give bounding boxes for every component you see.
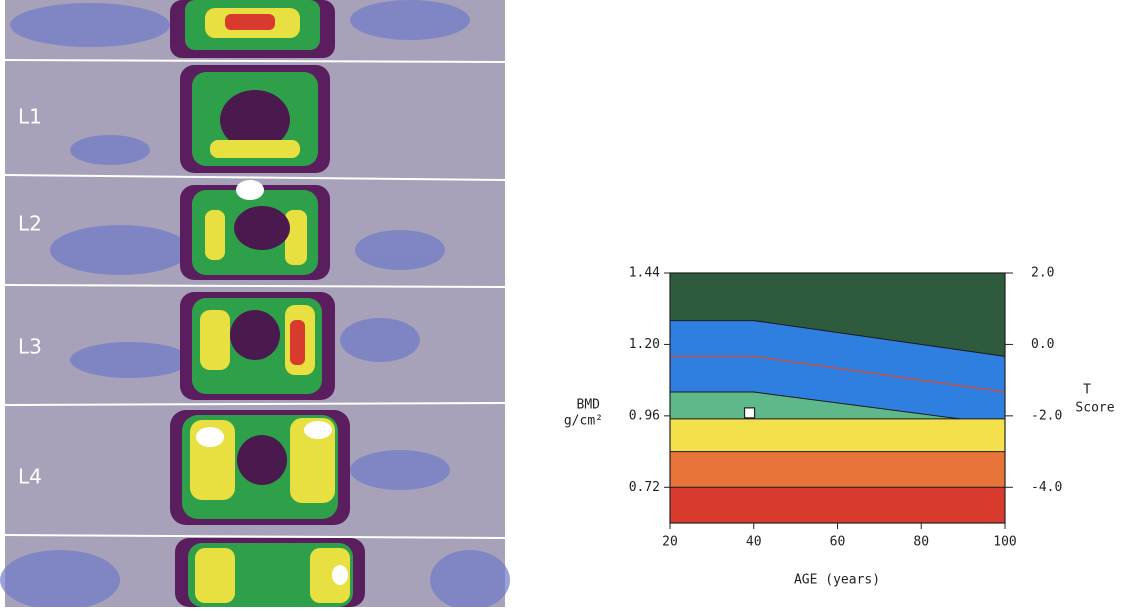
y2-tick-label: 0.0 bbox=[1031, 337, 1054, 352]
x-tick-label: 80 bbox=[913, 535, 929, 550]
x-tick-label: 40 bbox=[746, 535, 762, 550]
vertebra-label: L4 bbox=[18, 465, 42, 489]
x-tick-label: 60 bbox=[830, 535, 846, 550]
spine-scan: L1 L2 L3 L4 bbox=[0, 0, 510, 607]
vertebra-label: L2 bbox=[18, 212, 42, 236]
y-axis-label: g/cm² bbox=[564, 414, 603, 429]
page: L1 L2 L3 L4 BMD g/cm² T Score AGE (years… bbox=[0, 0, 1121, 607]
x-tick-label: 20 bbox=[662, 535, 678, 550]
patient-point bbox=[745, 408, 755, 418]
x-tick-label: 100 bbox=[993, 535, 1016, 550]
y2-tick-label: -4.0 bbox=[1031, 480, 1062, 495]
vertebra-label: L1 bbox=[18, 105, 42, 129]
y-tick-label: 0.96 bbox=[629, 408, 660, 423]
y2-axis-label: Score bbox=[1075, 401, 1114, 416]
y-tick-label: 1.20 bbox=[629, 337, 660, 352]
x-axis-label: AGE (years) bbox=[794, 573, 880, 588]
y2-axis-label: T bbox=[1083, 383, 1091, 398]
vertebra-label: L3 bbox=[18, 335, 42, 359]
y-tick-label: 0.72 bbox=[629, 480, 660, 495]
y-tick-label: 1.44 bbox=[629, 266, 660, 281]
y2-tick-label: 2.0 bbox=[1031, 266, 1054, 281]
y-axis-label: BMD bbox=[577, 398, 601, 413]
area-band bbox=[670, 487, 1005, 523]
y2-tick-label: -2.0 bbox=[1031, 408, 1062, 423]
